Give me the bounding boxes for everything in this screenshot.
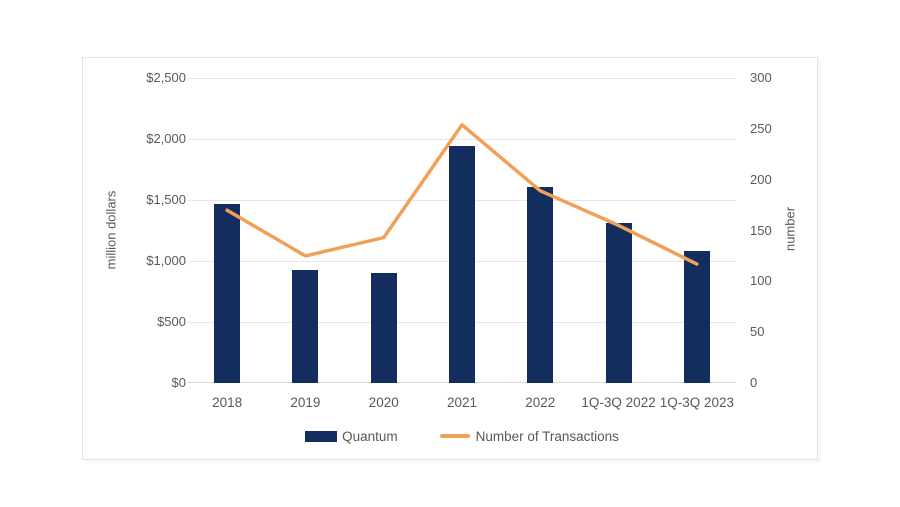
line-series — [225, 123, 699, 266]
quantum-bar-2020 — [370, 272, 397, 383]
right-axis-tick: 200 — [750, 171, 772, 187]
left-axis-tick: $500 — [157, 314, 186, 329]
plot-area — [188, 78, 736, 383]
chart-card: $2,500 $2,000 $1,500 $1,000 $500 $0 million d… — [82, 57, 818, 460]
right-axis-title: number — [782, 206, 798, 252]
left-axis-tick: $1,500 — [146, 192, 186, 207]
transactions-line-swatch-icon — [439, 434, 470, 438]
right-axis-tick: 0 — [750, 375, 758, 390]
quantum-bar-2021 — [449, 146, 475, 383]
legend-item-transactions: Number of Transactions — [439, 428, 619, 444]
legend: Quantum Number of Transactions — [188, 424, 736, 448]
x-axis-label: 1Q-3Q 2022 — [581, 395, 656, 410]
legend-label-transactions: Number of Transactions — [475, 428, 619, 444]
gridline — [188, 139, 736, 140]
left-axis-tick: $1,000 — [146, 253, 186, 268]
left-axis-title: million dollars — [103, 190, 119, 270]
left-axis-ticks: $2,500 $2,000 $1,500 $1,000 $500 $0 — [83, 70, 186, 390]
x-axis-label: 2019 — [290, 395, 321, 410]
right-axis-tick: 250 — [750, 120, 772, 136]
x-axis-label: 2020 — [368, 395, 399, 410]
x-axis-label: 1Q-3Q 2023 — [659, 395, 734, 410]
right-axis-tick: 150 — [750, 222, 772, 238]
right-axis-tick: 100 — [750, 273, 772, 289]
quantum-bar-2019 — [292, 270, 319, 383]
x-axis-label: 2022 — [525, 395, 556, 410]
quantum-bar-1Q-3Q 2022 — [605, 223, 632, 383]
left-axis-tick: $2,500 — [146, 70, 186, 85]
left-axis-tick: $0 — [171, 375, 186, 390]
quantum-bar-1Q-3Q 2023 — [683, 250, 710, 383]
x-axis-labels: 2018 2019 2020 2021 2022 1Q-3Q 2022 1Q-3Q 2023 — [188, 395, 736, 413]
right-axis-tick: 300 — [750, 70, 772, 85]
transactions-line — [225, 123, 699, 266]
right-axis-ticks: 300 250 200 150 100 50 0 — [750, 70, 810, 390]
left-axis-tick: $2,000 — [146, 131, 186, 146]
quantum-bar-2022 — [527, 186, 554, 383]
legend-item-quantum: Quantum — [305, 429, 398, 444]
right-axis-tick: 50 — [750, 324, 765, 340]
gridline — [188, 78, 736, 79]
quantum-bar-2018 — [214, 203, 241, 383]
x-axis-label: 2018 — [212, 395, 243, 410]
x-axis-label: 2021 — [446, 395, 478, 410]
quantum-bar-swatch-icon — [305, 430, 338, 442]
legend-label-quantum: Quantum — [342, 428, 398, 444]
